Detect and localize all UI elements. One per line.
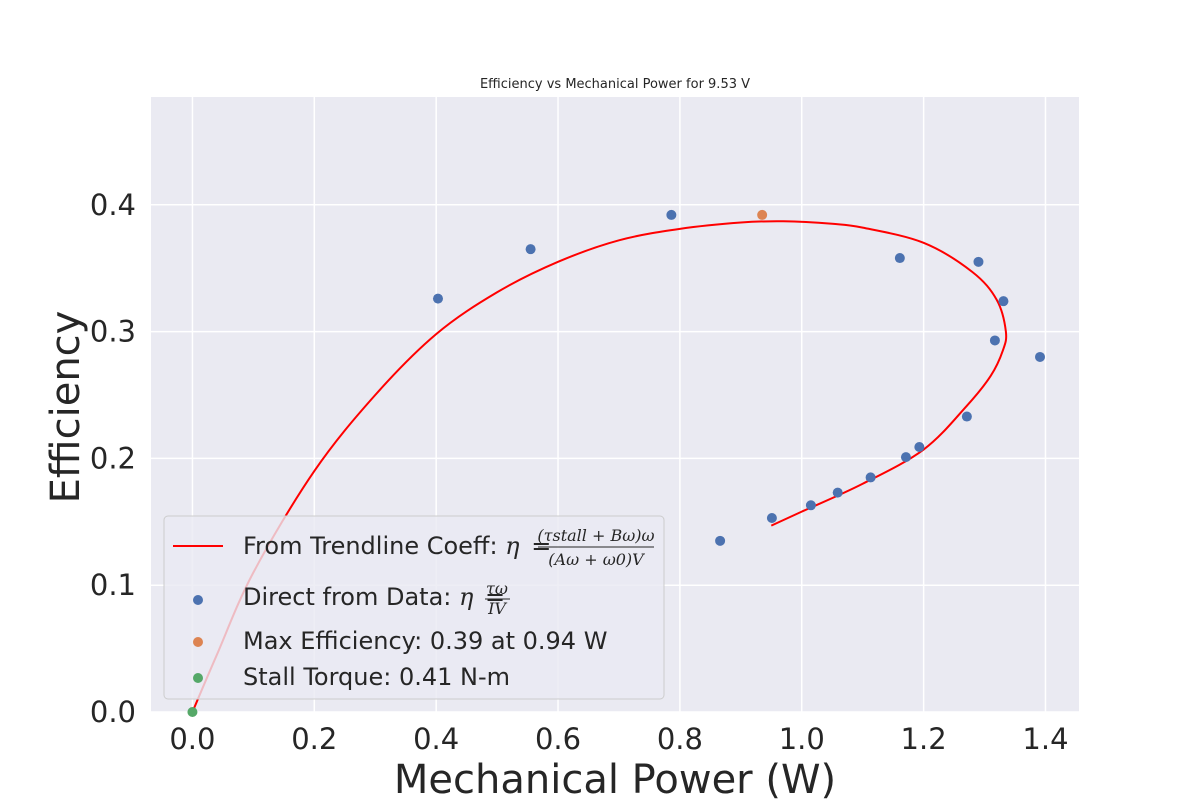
x-tick-label: 0.4 bbox=[413, 722, 459, 756]
data-point bbox=[526, 244, 536, 254]
x-tick-label: 0.0 bbox=[169, 722, 215, 756]
data-point bbox=[973, 257, 983, 267]
svg-text:From Trendline Coeff: η: From Trendline Coeff: η = bbox=[243, 532, 551, 560]
data-point bbox=[998, 296, 1008, 306]
legend-data-swatch bbox=[193, 595, 203, 605]
y-tick-label: 0.3 bbox=[90, 315, 136, 349]
data-point bbox=[990, 335, 1000, 345]
legend: From Trendline Coeff: η = (τstall + Bω)ω… bbox=[164, 516, 664, 699]
legend-trend-denominator: (Aω + ω0)V bbox=[548, 550, 645, 569]
y-tick-label: 0.1 bbox=[90, 568, 136, 602]
data-point bbox=[767, 513, 777, 523]
legend-stall-label: Stall Torque: 0.41 N-m bbox=[243, 663, 510, 691]
y-tick-label: 0.4 bbox=[90, 188, 136, 222]
x-tick-label: 0.8 bbox=[657, 722, 703, 756]
data-point bbox=[914, 442, 924, 452]
legend-data-eta: η bbox=[459, 583, 474, 611]
data-point bbox=[666, 210, 676, 220]
y-tick-labels: 0.0 0.1 0.2 0.3 0.4 bbox=[90, 188, 136, 729]
legend-stall-swatch bbox=[193, 673, 203, 683]
x-axis-label: Mechanical Power (W) bbox=[394, 757, 836, 800]
max-efficiency-point bbox=[757, 210, 767, 220]
legend-data-denominator: IV bbox=[487, 599, 507, 618]
legend-trend-numerator: (τstall + Bω)ω bbox=[537, 526, 654, 545]
legend-data-numerator: τω bbox=[486, 579, 508, 598]
x-tick-label: 1.4 bbox=[1022, 722, 1068, 756]
y-tick-label: 0.2 bbox=[90, 441, 136, 475]
data-point bbox=[962, 412, 972, 422]
x-tick-labels: 0.0 0.2 0.4 0.6 0.8 1.0 1.2 1.4 bbox=[169, 722, 1068, 756]
stall-torque-point bbox=[187, 707, 197, 717]
chart-title: Efficiency vs Mechanical Power for 9.53 … bbox=[480, 77, 750, 92]
x-tick-label: 1.0 bbox=[779, 722, 825, 756]
legend-trend-eta: η bbox=[505, 532, 520, 560]
x-tick-label: 1.2 bbox=[901, 722, 947, 756]
legend-trend-label: From Trendline Coeff: bbox=[243, 532, 505, 560]
legend-max-swatch bbox=[193, 637, 203, 647]
x-tick-label: 0.6 bbox=[535, 722, 581, 756]
y-tick-label: 0.0 bbox=[90, 695, 136, 729]
data-point bbox=[806, 500, 816, 510]
data-point bbox=[895, 253, 905, 263]
data-point bbox=[433, 294, 443, 304]
data-point bbox=[715, 536, 725, 546]
data-point bbox=[1035, 352, 1045, 362]
data-point bbox=[901, 452, 911, 462]
legend-max-label: Max Efficiency: 0.39 at 0.94 W bbox=[243, 627, 607, 655]
legend-data-label: Direct from Data: bbox=[243, 583, 459, 611]
svg-text:Direct from Data: η: Direct from Data: η = bbox=[243, 583, 505, 611]
data-point bbox=[833, 488, 843, 498]
x-tick-label: 0.2 bbox=[291, 722, 337, 756]
data-point bbox=[866, 472, 876, 482]
y-axis-label: Efficiency bbox=[43, 311, 89, 504]
